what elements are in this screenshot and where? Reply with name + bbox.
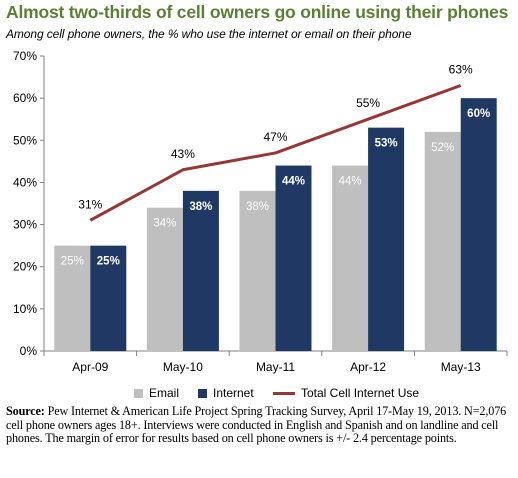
chart-subtitle: Among cell phone owners, the % who use t… <box>6 27 412 41</box>
bar-email <box>239 190 276 351</box>
x-tick-label: Apr-09 <box>72 360 108 374</box>
legend-swatch-internet <box>198 388 207 398</box>
x-tick-label: May-13 <box>441 360 481 374</box>
data-label-internet: 53% <box>375 138 398 150</box>
bar-internet <box>182 190 219 351</box>
data-label-total: 47% <box>263 130 287 144</box>
legend-item-internet: Internet <box>198 386 254 400</box>
y-tick-label: 20% <box>13 260 37 274</box>
data-label-email: 34% <box>153 218 176 230</box>
y-tick-label: 60% <box>13 91 37 105</box>
y-tick-label: 10% <box>13 302 37 316</box>
y-tick-label: 40% <box>13 175 37 189</box>
legend-swatch-total <box>273 391 295 395</box>
legend-item-email: Email <box>134 386 179 400</box>
bar-internet <box>90 245 127 351</box>
data-label-internet: 25% <box>97 256 120 268</box>
data-label-email: 38% <box>246 201 269 213</box>
x-tick-label: May-10 <box>163 360 203 374</box>
legend: Email Internet Total Cell Internet Use <box>0 386 518 404</box>
source-label: Source: <box>6 404 45 418</box>
data-label-email: 25% <box>61 256 84 268</box>
bar-internet <box>275 165 312 351</box>
bar-email <box>424 131 461 351</box>
bar-internet <box>460 98 497 351</box>
x-tick-label: May-11 <box>256 360 295 374</box>
y-tick-label: 0% <box>20 344 38 358</box>
y-tick-label: 70% <box>13 49 37 63</box>
line-total <box>89 84 462 222</box>
legend-label-email: Email <box>149 386 180 400</box>
bar-internet <box>368 127 405 352</box>
data-label-total: 43% <box>171 147 195 161</box>
source-note: Source: Pew Internet & American Life Pro… <box>6 404 514 446</box>
bar-email <box>54 245 91 351</box>
chart-title: Almost two-thirds of cell owners go onli… <box>6 2 509 22</box>
data-label-internet: 60% <box>467 108 490 120</box>
data-label-total: 63% <box>449 63 473 77</box>
legend-label-internet: Internet <box>213 386 254 400</box>
bar-email <box>332 165 369 351</box>
data-label-total: 55% <box>356 96 380 110</box>
data-label-internet: 44% <box>282 176 305 188</box>
y-tick-label: 50% <box>13 133 37 147</box>
bar-email <box>146 207 183 351</box>
legend-swatch-email <box>134 388 143 398</box>
data-label-email: 52% <box>431 142 454 154</box>
data-label-total: 31% <box>78 197 102 211</box>
x-tick-label: Apr-12 <box>350 360 386 374</box>
data-label-internet: 38% <box>189 201 212 213</box>
chart: 0% 10% 20% 30% 40% 50% 60% 70% Apr-09 25% 25% May-1… <box>13 49 508 374</box>
source-text: Pew Internet & American Life Project Spr… <box>6 404 507 446</box>
legend-label-total: Total Cell Internet Use <box>301 386 420 400</box>
y-tick-label: 30% <box>13 218 37 232</box>
data-label-email: 44% <box>339 176 362 188</box>
legend-item-total: Total Cell Internet Use <box>273 386 419 400</box>
